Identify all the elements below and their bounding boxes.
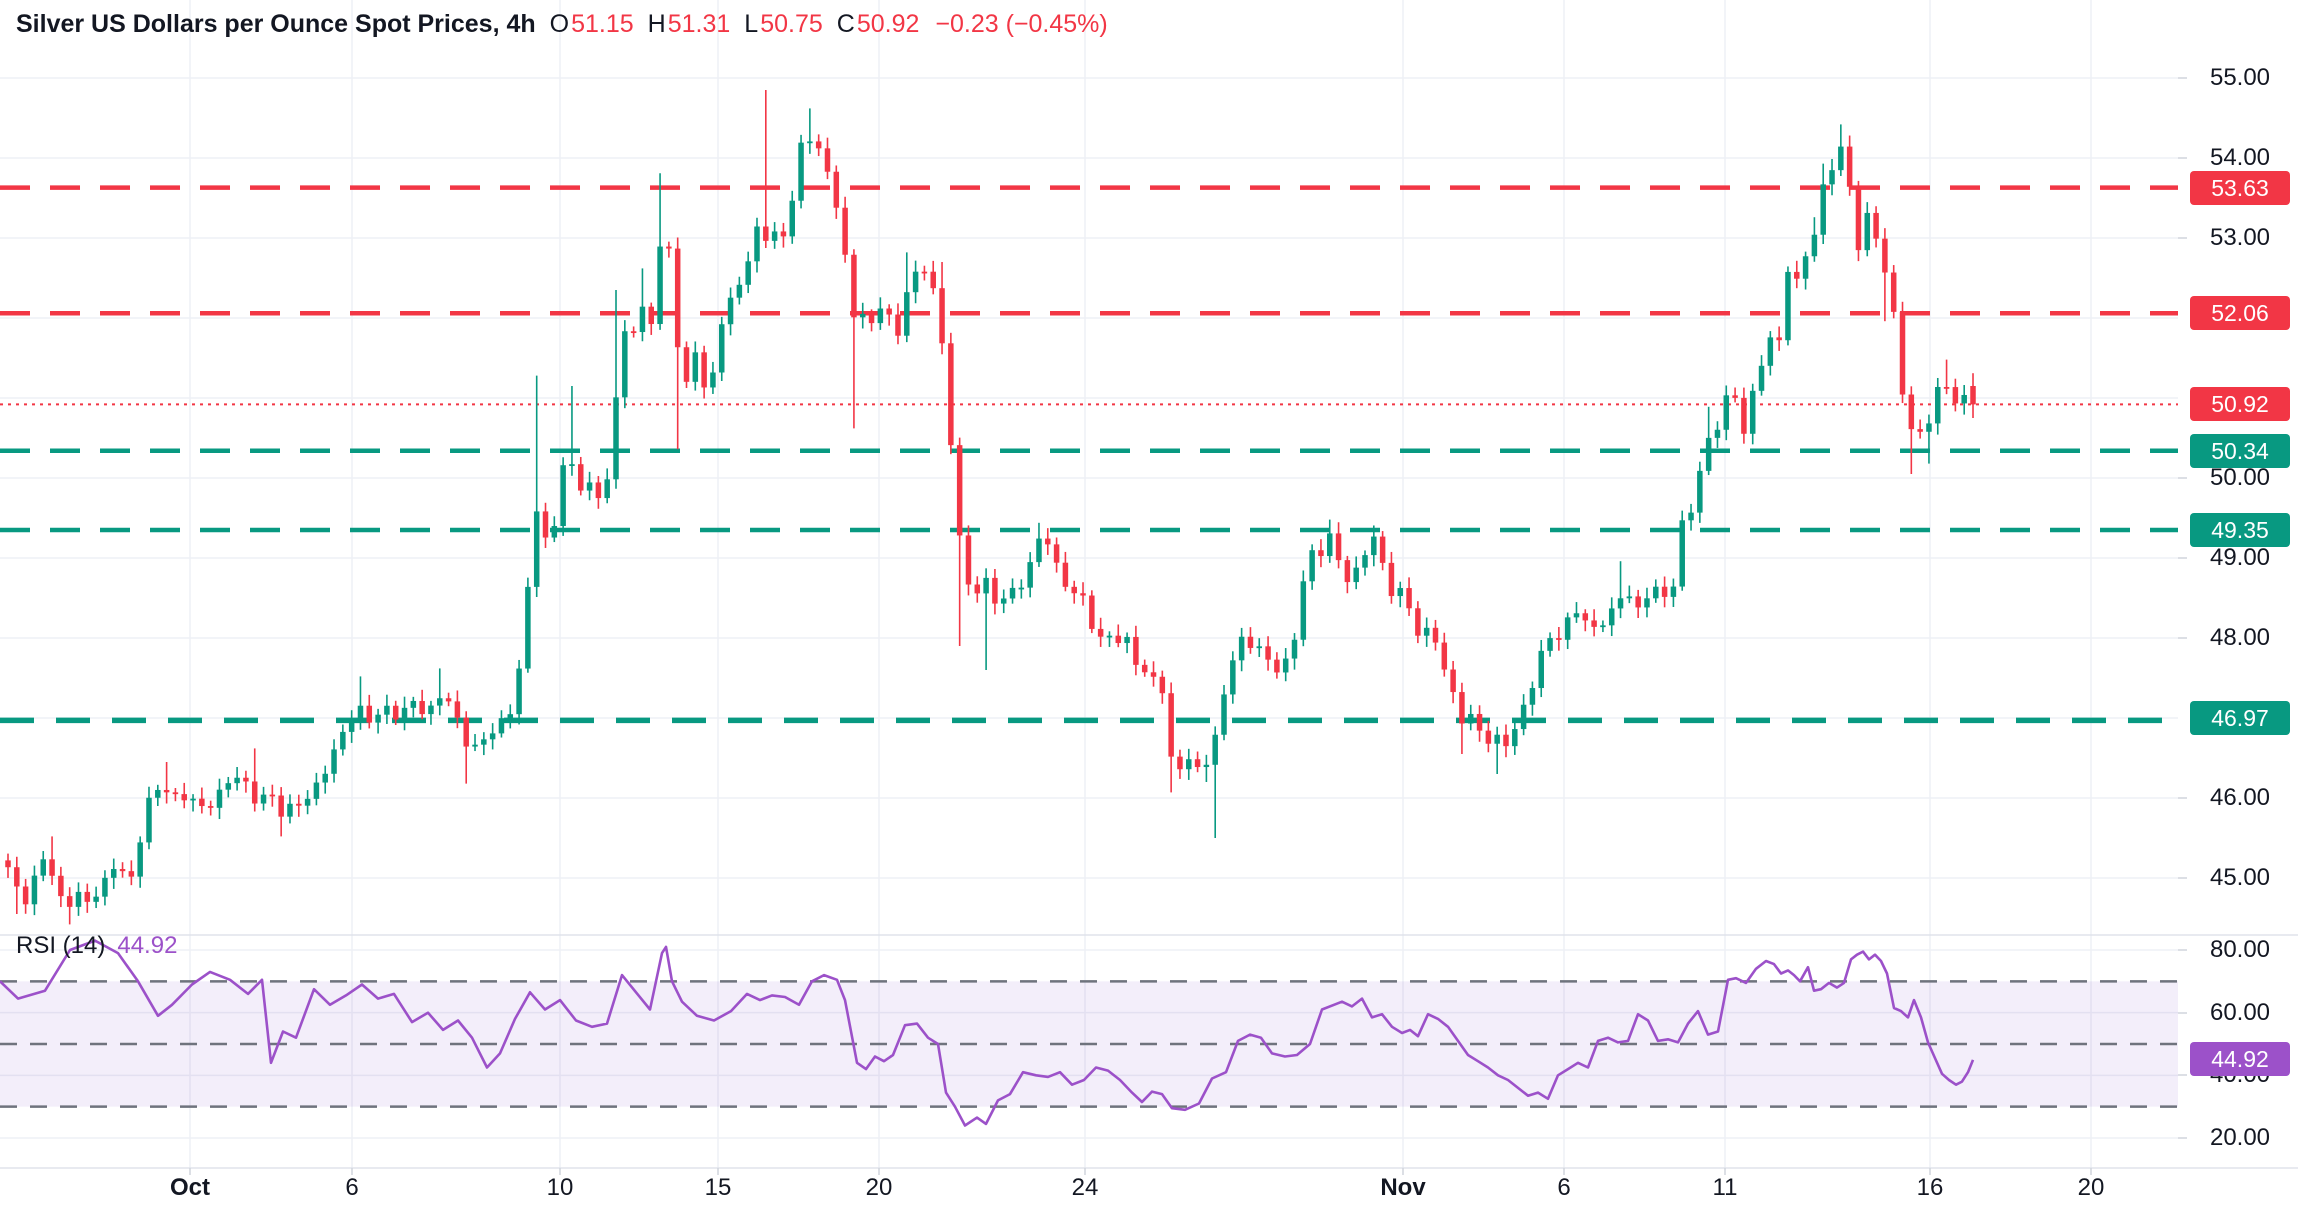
time-axis-label: 20 [865, 1174, 893, 1201]
rsi-label: RSI (14) [16, 932, 106, 959]
high-value: 51.31 [667, 10, 731, 38]
ohlc-open: O 51.15 [550, 10, 634, 39]
open-value: 51.15 [571, 10, 634, 38]
symbol-title[interactable]: Silver US Dollars per Ounce Spot Prices,… [16, 10, 536, 38]
symbol-header: Silver US Dollars per Ounce Spot Prices,… [16, 10, 1108, 39]
price-badge-53.63: 53.63 [2190, 171, 2290, 205]
price-badge-49.35: 49.35 [2190, 513, 2290, 547]
price-axis-label: 80.00 [2209, 936, 2271, 963]
high-label: H [647, 10, 666, 38]
change-value: −0.23 (−0.45%) [935, 10, 1108, 38]
time-axis-label: 20 [2077, 1174, 2105, 1201]
price-axis-label: 50.00 [2209, 464, 2271, 491]
time-axis-label: 6 [1557, 1174, 1571, 1201]
price-badge-50.92: 50.92 [2190, 387, 2290, 421]
price-axis-label: 55.00 [2209, 64, 2271, 91]
rsi-indicator-header[interactable]: RSI (14) 44.92 [16, 932, 177, 960]
price-badge-44.92: 44.92 [2190, 1042, 2290, 1076]
candles-layer [0, 90, 1976, 1127]
price-axis-label: 54.00 [2209, 144, 2271, 171]
price-badge-50.34: 50.34 [2190, 434, 2290, 468]
time-axis-label: Oct [169, 1174, 211, 1201]
low-label: L [744, 10, 759, 38]
open-label: O [549, 10, 570, 38]
price-axis-label: 20.00 [2209, 1124, 2271, 1151]
low-value: 50.75 [760, 10, 823, 38]
ohlc-low: L 50.75 [744, 10, 822, 39]
time-axis-label: 24 [1071, 1174, 1099, 1201]
close-value: 50.92 [856, 10, 920, 38]
close-label: C [836, 10, 855, 38]
ohlc-high: H 51.31 [648, 10, 731, 39]
price-axis-label: 48.00 [2209, 624, 2271, 651]
price-badge-46.97: 46.97 [2190, 701, 2290, 735]
time-axis-label: Nov [1380, 1174, 1426, 1201]
time-axis-label: 6 [345, 1174, 359, 1201]
price-axis-label: 53.00 [2209, 224, 2271, 251]
rsi-line [0, 939, 1975, 1127]
price-axis-label: 60.00 [2209, 999, 2271, 1026]
price-axis-label: 46.00 [2209, 784, 2271, 811]
price-axis-label: 49.00 [2209, 544, 2271, 571]
time-axis-label: 10 [546, 1174, 574, 1201]
time-axis-label: 16 [1916, 1174, 1944, 1201]
price-axis-label: 45.00 [2209, 864, 2271, 891]
time-axis-label: 11 [1712, 1174, 1738, 1201]
price-badge-52.06: 52.06 [2190, 296, 2290, 330]
ohlc-close: C 50.92 [837, 10, 920, 39]
time-axis-label: 15 [704, 1174, 732, 1201]
rsi-value: 44.92 [117, 932, 178, 959]
